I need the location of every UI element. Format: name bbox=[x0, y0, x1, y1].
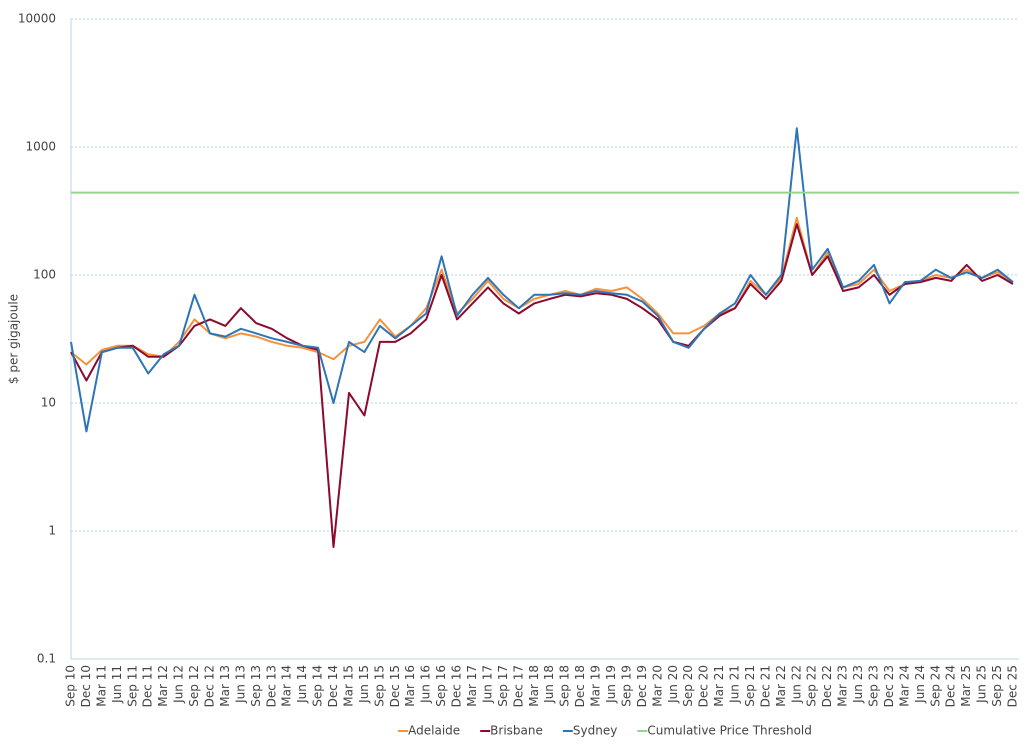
x-tick-label: Mar 21 bbox=[712, 665, 726, 707]
x-tick-label: Sep 22 bbox=[805, 665, 819, 707]
x-tick-label: Dec 17 bbox=[511, 665, 525, 707]
x-tick-label: Jun 13 bbox=[233, 665, 247, 704]
x-tick-label: Jun 14 bbox=[295, 665, 309, 704]
x-tick-label: Mar 14 bbox=[280, 665, 294, 707]
x-tick-label: Mar 22 bbox=[774, 665, 788, 707]
legend-label: Sydney bbox=[573, 724, 617, 738]
x-tick-label: Mar 18 bbox=[527, 665, 541, 707]
legend-label: Adelaide bbox=[408, 724, 460, 738]
x-tick-label: Jun 24 bbox=[913, 665, 927, 704]
x-tick-label: Jun 18 bbox=[542, 665, 556, 704]
x-tick-label: Jun 12 bbox=[172, 665, 186, 704]
x-tick-label: Sep 20 bbox=[681, 665, 695, 707]
x-tick-label: Mar 25 bbox=[959, 665, 973, 707]
x-tick-label: Dec 24 bbox=[944, 665, 958, 707]
legend-label: Cumulative Price Threshold bbox=[647, 724, 812, 738]
x-tick-label: Sep 19 bbox=[619, 665, 633, 707]
x-tick-label: Jun 11 bbox=[110, 665, 124, 704]
x-tick-label: Jun 17 bbox=[480, 665, 494, 704]
x-tick-label: Mar 24 bbox=[897, 665, 911, 707]
x-tick-label: Jun 21 bbox=[728, 665, 742, 704]
x-tick-label: Dec 14 bbox=[326, 665, 340, 707]
x-tick-label: Sep 10 bbox=[64, 665, 78, 707]
y-tick-label: 1000 bbox=[25, 140, 56, 154]
x-tick-label: Sep 23 bbox=[867, 665, 881, 707]
x-tick-label: Dec 18 bbox=[573, 665, 587, 707]
x-tick-label: Dec 10 bbox=[79, 665, 93, 707]
x-tick-label: Mar 20 bbox=[650, 665, 664, 707]
x-tick-label: Sep 17 bbox=[496, 665, 510, 707]
x-tick-label: Dec 12 bbox=[202, 665, 216, 707]
x-tick-label: Jun 22 bbox=[789, 665, 803, 704]
x-tick-label: Dec 13 bbox=[264, 665, 278, 707]
x-tick-label: Sep 13 bbox=[249, 665, 263, 707]
legend-label: Brisbane bbox=[490, 724, 543, 738]
x-tick-label: Sep 16 bbox=[434, 665, 448, 707]
x-tick-label: Sep 12 bbox=[187, 665, 201, 707]
x-tick-label: Jun 20 bbox=[666, 665, 680, 704]
x-tick-label: Mar 16 bbox=[403, 665, 417, 707]
y-axis-title: $ per gigajoule bbox=[7, 294, 21, 384]
x-tick-label: Sep 18 bbox=[558, 665, 572, 707]
x-tick-label: Mar 23 bbox=[836, 665, 850, 707]
x-tick-label: Dec 16 bbox=[450, 665, 464, 707]
series-line bbox=[70, 127, 1014, 433]
y-tick-label: 10 bbox=[41, 396, 56, 410]
x-tick-label: Sep 14 bbox=[311, 665, 325, 707]
x-tick-label: Dec 23 bbox=[882, 665, 896, 707]
x-tick-label: Jun 23 bbox=[851, 665, 865, 704]
x-tick-label: Dec 19 bbox=[635, 665, 649, 707]
x-tick-label: Jun 16 bbox=[419, 665, 433, 704]
x-tick-label: Sep 11 bbox=[125, 665, 139, 707]
series-line bbox=[70, 216, 1014, 366]
x-tick-label: Jun 19 bbox=[604, 665, 618, 704]
series-line bbox=[70, 223, 1014, 548]
x-tick-label: Jun 25 bbox=[975, 665, 989, 704]
x-tick-label: Jun 15 bbox=[357, 665, 371, 704]
x-tick-label: Sep 24 bbox=[928, 665, 942, 707]
x-tick-label: Mar 19 bbox=[589, 665, 603, 707]
x-tick-label: Mar 15 bbox=[341, 665, 355, 707]
y-tick-label: 1 bbox=[48, 524, 56, 538]
x-tick-label: Sep 21 bbox=[743, 665, 757, 707]
y-tick-label: 0.1 bbox=[37, 652, 56, 666]
x-tick-label: Dec 15 bbox=[388, 665, 402, 707]
x-tick-label: Mar 17 bbox=[465, 665, 479, 707]
y-tick-label: 100 bbox=[33, 268, 56, 282]
x-tick-label: Mar 13 bbox=[218, 665, 232, 707]
y-tick-label: 10000 bbox=[18, 12, 56, 26]
x-tick-label: Sep 15 bbox=[372, 665, 386, 707]
x-tick-label: Dec 21 bbox=[758, 665, 772, 707]
x-tick-label: Mar 11 bbox=[94, 665, 108, 707]
x-tick-label: Dec 25 bbox=[1006, 665, 1020, 707]
x-tick-label: Dec 11 bbox=[141, 665, 155, 707]
x-tick-label: Mar 12 bbox=[156, 665, 170, 707]
x-tick-label: Dec 22 bbox=[820, 665, 834, 707]
x-tick-label: Sep 25 bbox=[990, 665, 1004, 707]
x-tick-label: Dec 20 bbox=[697, 665, 711, 707]
